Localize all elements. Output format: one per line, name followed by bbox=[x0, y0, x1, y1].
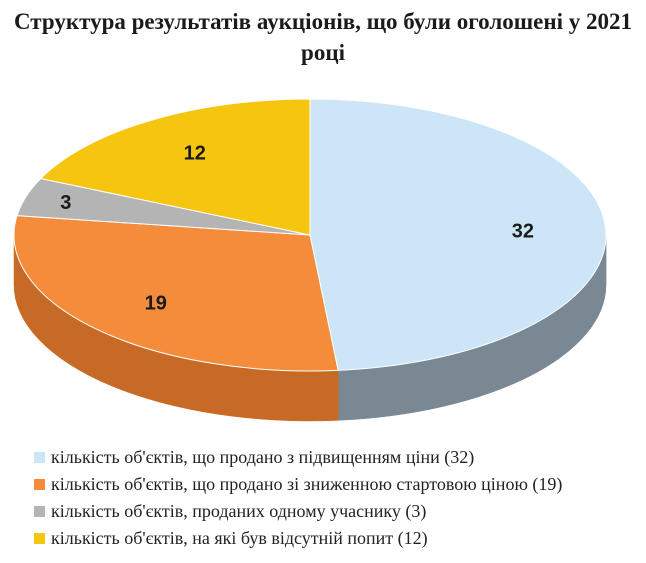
legend-label: кількість об'єктів, що продано зі знижен… bbox=[51, 474, 563, 494]
legend-item-4: кількість об'єктів, на які був відсутній… bbox=[34, 525, 634, 552]
pie-slice-1 bbox=[309, 98, 607, 371]
legend-item-1: кількість об'єктів, що продано з підвище… bbox=[34, 444, 634, 471]
legend-swatch bbox=[34, 506, 45, 517]
legend-swatch bbox=[34, 479, 45, 490]
chart-legend: кількість об'єктів, що продано з підвище… bbox=[34, 444, 634, 552]
pie-labels: 32 19 3 12 bbox=[60, 143, 534, 315]
legend-swatch bbox=[34, 452, 45, 463]
slice-value-label-1: 32 bbox=[512, 220, 534, 242]
pie-slice-4 bbox=[39, 98, 311, 236]
pie-chart: 32 19 3 12 bbox=[13, 98, 607, 422]
legend-item-3: кількість об'єктів, проданих одному учас… bbox=[34, 498, 634, 525]
legend-swatch bbox=[34, 533, 45, 544]
pie-slice-2 bbox=[13, 215, 339, 372]
slice-value-label-3: 3 bbox=[60, 192, 71, 214]
legend-label: кількість об'єктів, що продано з підвище… bbox=[51, 447, 475, 467]
legend-label: кількість об'єктів, проданих одному учас… bbox=[51, 501, 427, 521]
legend-label: кількість об'єктів, на які був відсутній… bbox=[51, 528, 428, 548]
legend-item-2: кількість об'єктів, що продано зі знижен… bbox=[34, 471, 634, 498]
slice-value-label-4: 12 bbox=[184, 143, 206, 165]
pie-tops bbox=[13, 98, 607, 372]
chart-title: Структура результатів аукціонів, що були… bbox=[13, 9, 633, 65]
slice-value-label-2: 19 bbox=[145, 293, 167, 315]
